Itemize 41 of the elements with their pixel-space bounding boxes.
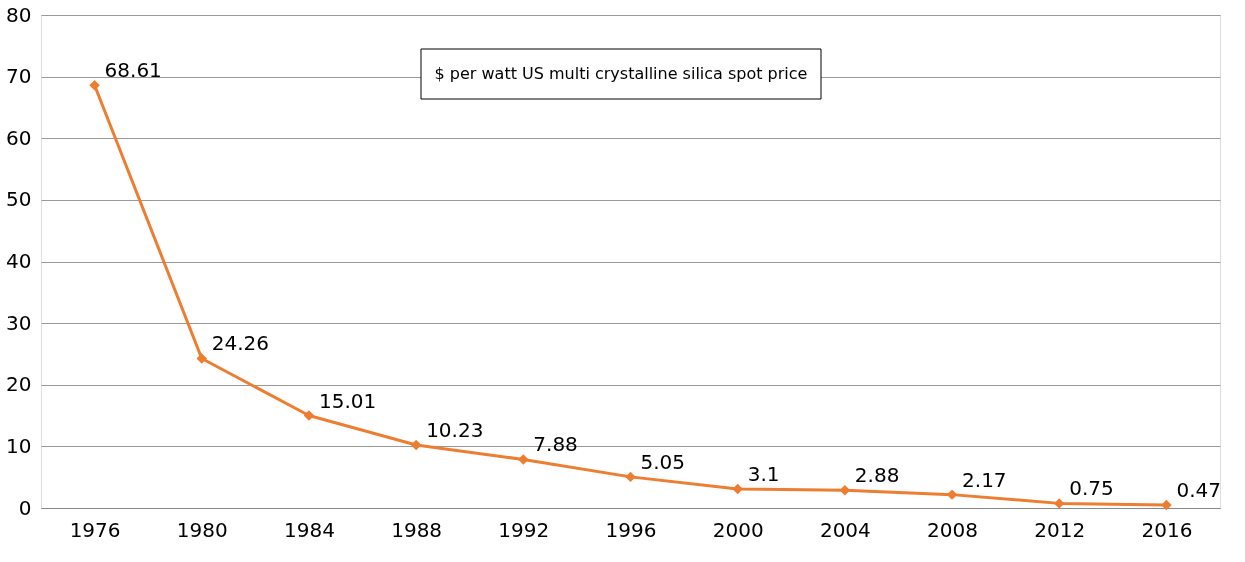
y-tick-label: 0 [18,495,32,520]
x-tick-label: 1996 [605,517,657,542]
data-label: 7.88 [533,432,578,457]
data-label: 3.1 [747,461,780,486]
x-tick-label: 2008 [927,517,978,542]
y-tick-label: 40 [6,249,32,273]
point [625,471,636,483]
point [1161,499,1172,511]
x-tick-label: 1976 [69,517,121,542]
point [732,483,743,495]
data-label: 2.17 [962,467,1007,492]
x-tick-label: 2004 [819,517,871,542]
x-tick-label: 2016 [1141,517,1193,542]
data-label: 24.26 [211,331,270,356]
data-label: 15.01 [318,388,377,413]
data-label: 0.75 [1069,476,1114,501]
point [303,410,315,421]
point [196,353,208,364]
data-label: 5.05 [640,449,686,474]
x-tick-label: 2000 [712,517,764,542]
data-label: 10.23 [426,417,484,442]
y-tick-label: 50 [6,187,32,212]
x-tick-label: 1988 [391,517,443,542]
data-label: 0.47 [1176,478,1221,503]
y-tick-label: 20 [6,372,32,397]
y-tick-label: 60 [6,125,32,150]
point [1053,498,1065,509]
annotation: $ per watt US multi crystalline silica spot price [434,64,808,83]
x-tick-label: 1980 [176,517,228,542]
x-tick-label: 2012 [1034,517,1086,542]
data-label: 2.88 [854,463,900,488]
point [89,79,100,91]
point [410,439,422,451]
y-tick-label: 30 [6,310,32,335]
point [518,454,529,465]
x-tick-label: 1984 [284,517,335,542]
y-tick-label: 10 [6,433,32,458]
data-label: 68.61 [104,58,162,83]
x-tick-label: 1992 [498,517,550,542]
y-tick-label: 70 [6,64,32,89]
y-tick-label: 80 [6,2,32,27]
